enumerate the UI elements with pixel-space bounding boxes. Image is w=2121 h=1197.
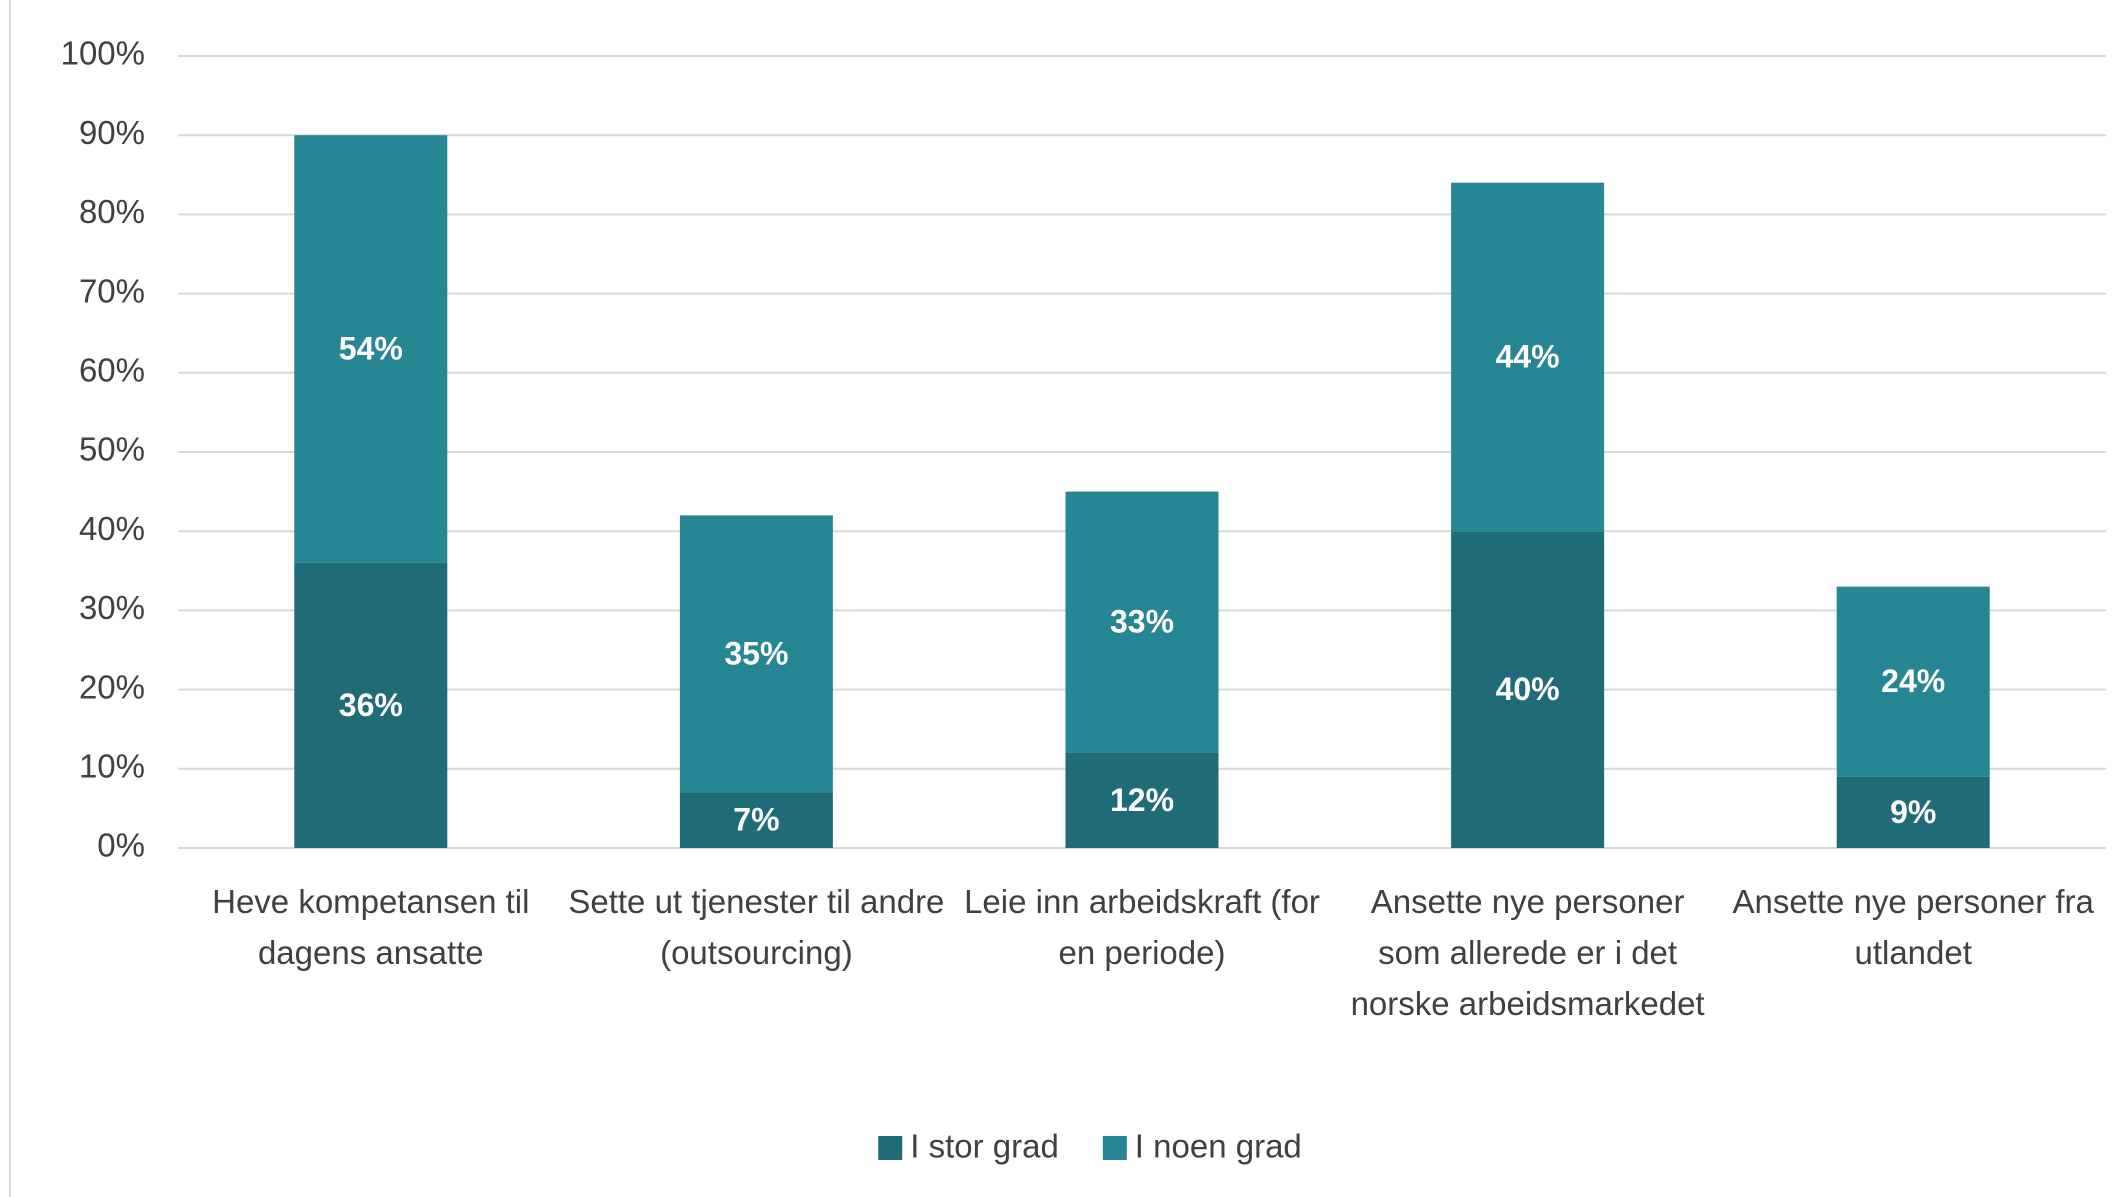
y-tick-label: 90%	[79, 114, 145, 151]
label-line: Heve kompetansen til	[212, 883, 529, 920]
bar-segment	[1451, 531, 1605, 848]
bar-segment	[294, 135, 448, 563]
label-line: en periode)	[1059, 934, 1226, 971]
value-label: 24%	[1881, 663, 1945, 699]
label-line: Sette ut tjenester til andre	[568, 883, 944, 920]
bar-segment	[294, 562, 448, 848]
value-label: 40%	[1496, 671, 1560, 707]
y-tick-label: 0%	[97, 827, 145, 864]
legend-label: I stor grad	[910, 1128, 1059, 1165]
bar-segment	[1836, 776, 1990, 848]
label-line: (outsourcing)	[660, 934, 853, 971]
y-tick-label: 80%	[79, 193, 145, 230]
y-tick-label: 60%	[79, 352, 145, 389]
y-tick-label: 20%	[79, 668, 145, 705]
value-label: 36%	[339, 687, 403, 723]
legend-swatch	[878, 1136, 903, 1160]
value-label: 33%	[1110, 604, 1174, 640]
x-tick-label: Ansette nye personer fra utlandet	[1733, 883, 2095, 971]
y-tick-label: 70%	[79, 272, 145, 309]
legend: I stor grad I noen grad	[878, 1128, 1302, 1165]
y-tick-label: 50%	[79, 431, 145, 468]
bar-segment	[1451, 182, 1605, 532]
label-line: norske arbeidsmarkedet	[1351, 985, 1705, 1022]
bar-segment	[679, 515, 833, 793]
label-line: Ansette nye personer	[1371, 883, 1685, 920]
value-label: 35%	[724, 635, 788, 671]
value-label: 7%	[733, 802, 779, 838]
x-tick-label: Sette ut tjenester til andre (outsourcing…	[568, 883, 944, 971]
bar-segment	[1836, 586, 1990, 777]
value-label: 12%	[1110, 782, 1174, 818]
x-tick-label: Ansette nye personer som allerede er i de…	[1351, 883, 1705, 1022]
value-label: 44%	[1496, 338, 1560, 374]
y-tick-label: 100%	[61, 35, 145, 72]
y-tick-label: 30%	[79, 589, 145, 626]
value-label: 9%	[1890, 794, 1936, 830]
x-tick-label: Heve kompetansen til dagens ansatte	[212, 883, 529, 971]
label-line: Leie inn arbeidskraft (for	[964, 883, 1320, 920]
x-tick-label: Leie inn arbeidskraft (for en periode)	[964, 883, 1320, 971]
label-line: dagens ansatte	[258, 934, 484, 971]
label-line: Ansette nye personer fra	[1733, 883, 2095, 920]
label-line: utlandet	[1854, 934, 1971, 971]
legend-swatch	[1102, 1136, 1127, 1160]
bar-segment	[1065, 491, 1219, 753]
y-tick-label: 10%	[79, 748, 145, 785]
label-line: som allerede er i det	[1378, 934, 1677, 971]
bar-segment	[679, 792, 833, 848]
legend-label: I noen grad	[1135, 1128, 1302, 1165]
y-tick-label: 40%	[79, 510, 145, 547]
value-label: 54%	[339, 330, 403, 366]
bar-segment	[1065, 752, 1219, 848]
